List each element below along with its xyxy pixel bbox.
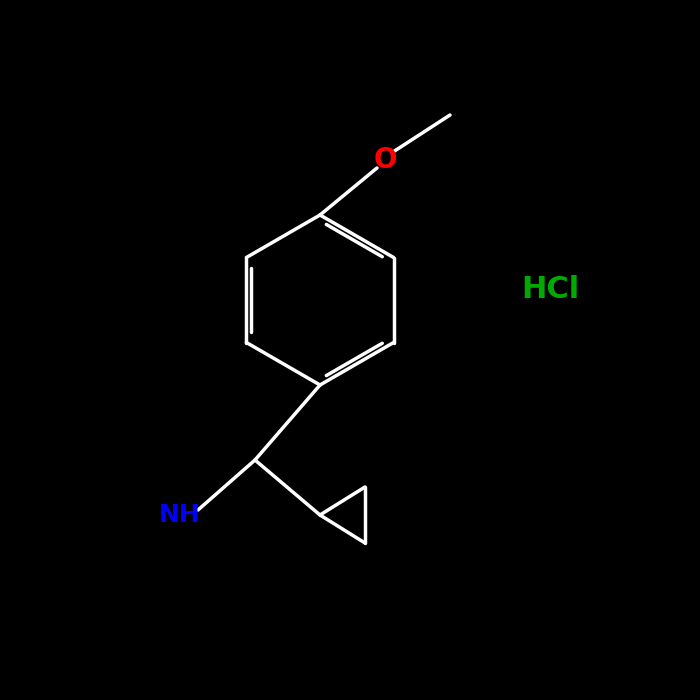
Text: O: O xyxy=(373,146,397,174)
Text: HCl: HCl xyxy=(521,276,579,304)
Text: NH: NH xyxy=(159,503,201,527)
